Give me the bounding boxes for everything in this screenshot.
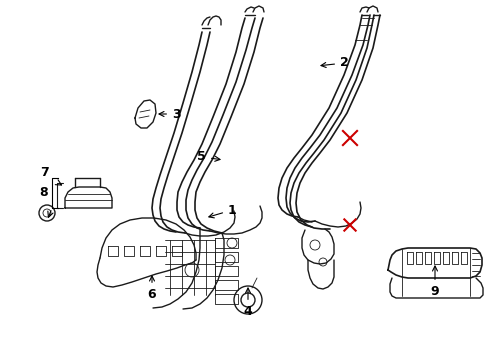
Text: 2: 2 [321,57,349,69]
Text: 8: 8 [40,186,49,199]
Text: 6: 6 [147,276,156,301]
Text: 4: 4 [244,288,252,318]
Text: 5: 5 [197,150,220,163]
Text: 7: 7 [40,166,49,180]
Text: 9: 9 [431,266,440,298]
Text: 3: 3 [159,108,181,121]
Text: 1: 1 [209,203,237,218]
